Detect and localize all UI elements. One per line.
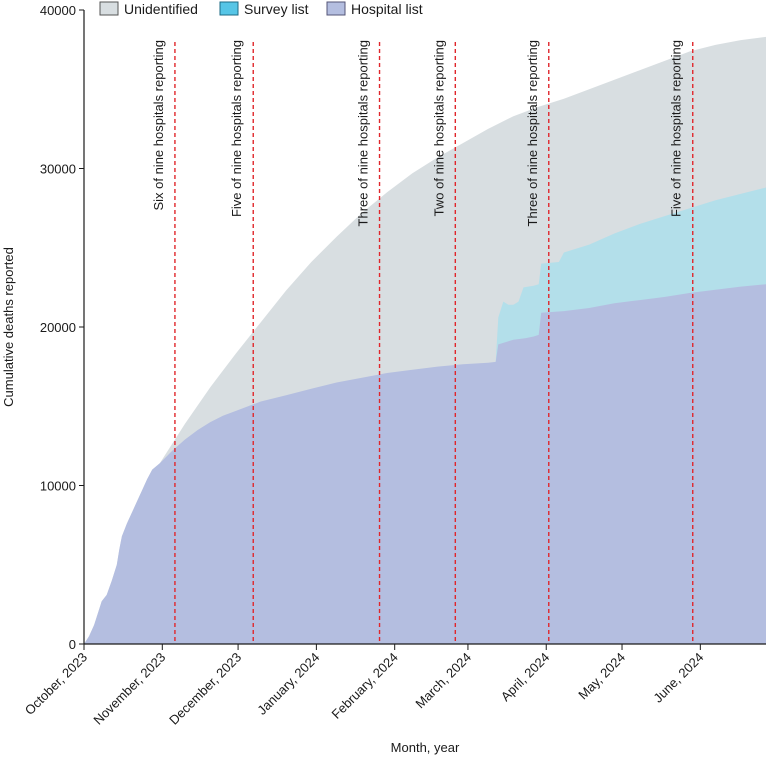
legend-label-unidentified: Unidentified: [124, 1, 198, 17]
x-axis-title: Month, year: [391, 740, 460, 755]
annotation-label: Three of nine hospitals reporting: [525, 40, 540, 226]
x-tick-label: April, 2024: [498, 650, 553, 705]
annotation-label: Three of nine hospitals reporting: [356, 40, 371, 226]
legend-swatch-unidentified: [99, 1, 119, 16]
legend: Unidentified Survey list Hospital list: [99, 1, 423, 17]
y-axis-title: Cumulative deaths reported: [1, 247, 16, 407]
x-tick-label: October, 2023: [22, 650, 90, 718]
x-tick-label: March, 2024: [412, 650, 474, 712]
annotation-label: Two of nine hospitals reporting: [431, 40, 446, 216]
x-tick-label: January, 2024: [254, 650, 322, 718]
x-tick-label: June, 2024: [650, 650, 706, 706]
annotation-label: Five of nine hospitals reporting: [669, 40, 684, 217]
x-tick-label: February, 2024: [329, 650, 401, 722]
legend-label-survey-list: Survey list: [244, 1, 309, 17]
annotation-layers: Six of nine hospitals reporting Five of n…: [151, 40, 694, 644]
legend-label-hospital-list: Hospital list: [351, 1, 423, 17]
x-tick-label: November, 2023: [90, 650, 168, 728]
y-tick-label: 20000: [40, 320, 76, 335]
area-layers: [84, 36, 766, 644]
legend-swatch-hospital-list: [326, 1, 346, 16]
y-tick-label: 40000: [40, 3, 76, 18]
annotation-label: Five of nine hospitals reporting: [229, 40, 244, 217]
y-tick-label: 0: [69, 637, 76, 652]
y-tick-label: 10000: [40, 479, 76, 494]
legend-swatch-survey-list: [219, 1, 239, 16]
x-tick-label: December, 2023: [166, 650, 244, 728]
area-hospital-list: [84, 284, 766, 644]
y-tick-label: 30000: [40, 162, 76, 177]
annotation-label: Six of nine hospitals reporting: [151, 40, 166, 211]
x-tick-label: May, 2024: [575, 650, 628, 703]
